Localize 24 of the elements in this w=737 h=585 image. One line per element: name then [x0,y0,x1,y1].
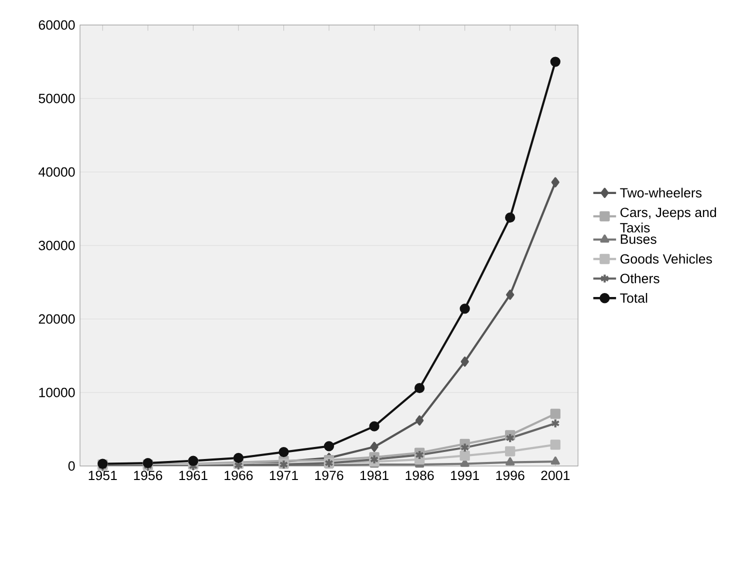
x-tick-label: 1986 [406,470,434,480]
y-tick-label: 20000 [38,314,75,324]
x-tick-label: 1966 [224,470,253,480]
y-tick-label: 0 [68,461,75,471]
x-tick-label: 1981 [360,470,388,480]
legend-label: Goods Vehicles [620,254,712,264]
y-tick-label: 30000 [38,240,75,250]
x-tick-label: 1956 [134,470,162,480]
y-tick-label: 10000 [39,388,75,398]
y-tick-label: 60000 [38,20,75,30]
x-tick-label: 1971 [270,470,298,480]
legend-label: Two-wheelers [620,188,702,198]
legend-label: Others [620,273,660,284]
legend-label: Cars, Jeeps and Taxis [620,207,716,232]
y-tick-label: 40000 [38,167,75,177]
x-tick-label: 2001 [541,470,570,480]
x-tick-label: 1991 [451,470,480,480]
x-tick-label: 1961 [179,470,208,480]
x-tick-label: 1951 [88,470,117,480]
y-tick-label: 50000 [38,94,75,104]
x-tick-label: 1976 [315,470,344,480]
legend-label: Total [620,293,648,303]
x-tick-label: 1996 [496,470,524,480]
legend-label: Buses [620,234,656,244]
